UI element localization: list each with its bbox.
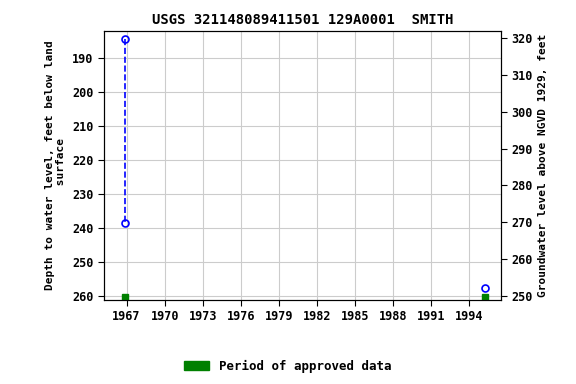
Y-axis label: Depth to water level, feet below land
 surface: Depth to water level, feet below land su…: [45, 40, 66, 290]
Y-axis label: Groundwater level above NGVD 1929, feet: Groundwater level above NGVD 1929, feet: [539, 33, 548, 297]
Legend: Period of approved data: Period of approved data: [179, 355, 397, 378]
Title: USGS 321148089411501 129A0001  SMITH: USGS 321148089411501 129A0001 SMITH: [151, 13, 453, 27]
